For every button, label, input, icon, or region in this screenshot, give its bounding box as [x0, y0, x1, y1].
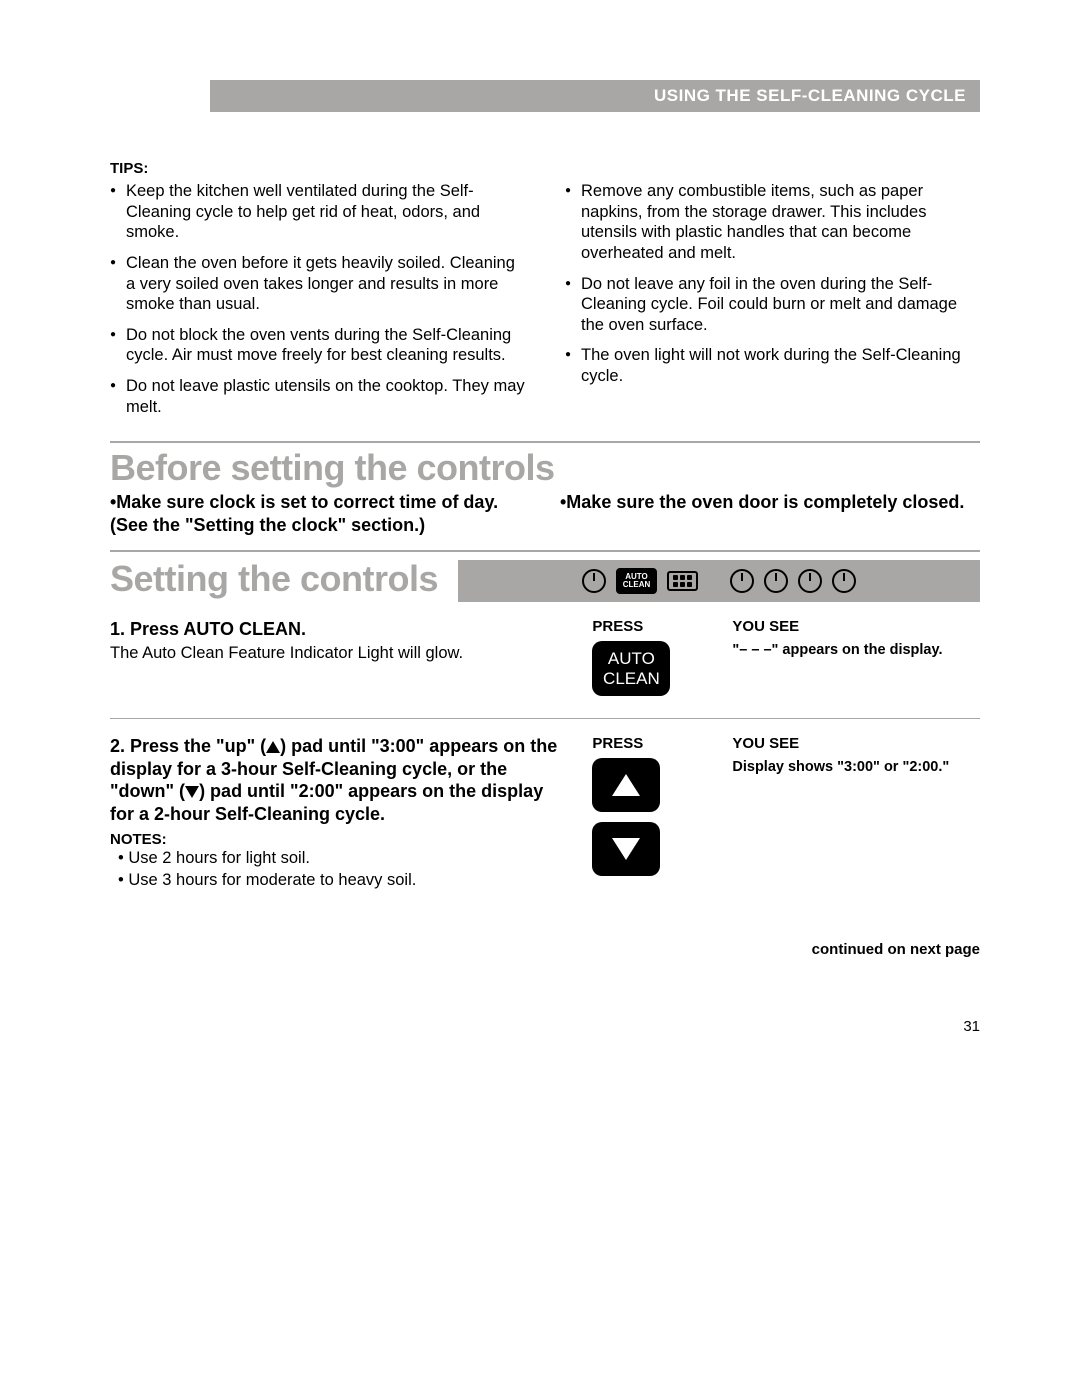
dial-icon: [832, 569, 856, 593]
section-header: USING THE SELF-CLEANING CYCLE: [210, 80, 980, 112]
up-triangle-icon: [612, 774, 640, 796]
step1-title: 1. Press AUTO CLEAN.: [110, 618, 562, 641]
dial-icon: [764, 569, 788, 593]
setting-heading: Setting the controls: [110, 556, 438, 600]
tip-item: Do not block the oven vents during the S…: [110, 325, 525, 366]
yousee-text: "– – –" appears on the display.: [732, 641, 980, 660]
press-head: PRESS: [592, 618, 702, 635]
divider: [110, 550, 980, 552]
tips-right-col: Remove any combustible items, such as pa…: [565, 181, 980, 427]
tips-left-col: Keep the kitchen well ventilated during …: [110, 181, 525, 427]
page-number: 31: [110, 1018, 980, 1035]
step-1: 1. Press AUTO CLEAN. The Auto Clean Feat…: [110, 618, 980, 704]
dial-icon: [798, 569, 822, 593]
step-2: 2. Press the "up" () pad until "3:00" ap…: [110, 735, 980, 891]
step1-body: The Auto Clean Feature Indicator Light w…: [110, 643, 562, 664]
note-item: Use 3 hours for moderate to heavy soil.: [118, 870, 562, 891]
notes-list: Use 2 hours for light soil. Use 3 hours …: [110, 848, 562, 891]
dial-icon: [730, 569, 754, 593]
down-triangle-icon: [185, 786, 199, 798]
control-panel-illustration: AUTO CLEAN: [458, 560, 980, 602]
autoclean-chip: AUTO CLEAN: [616, 568, 658, 594]
down-triangle-icon: [612, 838, 640, 860]
tip-item: Clean the oven before it gets heavily so…: [110, 253, 525, 315]
up-pad-button: [592, 758, 660, 812]
yousee-head: YOU SEE: [732, 618, 980, 635]
before-columns: •Make sure clock is set to correct time …: [110, 491, 980, 536]
before-right: •Make sure the oven door is completely c…: [560, 491, 980, 536]
note-item: Use 2 hours for light soil.: [118, 848, 562, 869]
step2-text: 2. Press the "up" (: [110, 736, 266, 756]
notes-label: NOTES:: [110, 831, 562, 848]
down-pad-button: [592, 822, 660, 876]
divider: [110, 441, 980, 443]
before-left: •Make sure clock is set to correct time …: [110, 491, 530, 536]
before-heading: Before setting the controls: [110, 447, 980, 489]
tip-item: Do not leave any foil in the oven during…: [565, 274, 980, 336]
auto-clean-button: AUTO CLEAN: [592, 641, 670, 696]
up-triangle-icon: [266, 741, 280, 753]
tip-item: Do not leave plastic utensils on the coo…: [110, 376, 525, 417]
yousee-head: YOU SEE: [732, 735, 980, 752]
continued-text: continued on next page: [110, 941, 980, 958]
press-head: PRESS: [592, 735, 702, 752]
tip-item: Keep the kitchen well ventilated during …: [110, 181, 525, 243]
display-chip: [667, 571, 698, 591]
yousee-text: Display shows "3:00" or "2:00.": [732, 758, 980, 777]
tips-label: TIPS:: [110, 160, 980, 177]
dial-icon: [582, 569, 606, 593]
divider: [110, 718, 980, 719]
step2-title: 2. Press the "up" () pad until "3:00" ap…: [110, 735, 562, 825]
tip-item: The oven light will not work during the …: [565, 345, 980, 386]
tip-item: Remove any combustible items, such as pa…: [565, 181, 980, 264]
tips-columns: Keep the kitchen well ventilated during …: [110, 181, 980, 427]
